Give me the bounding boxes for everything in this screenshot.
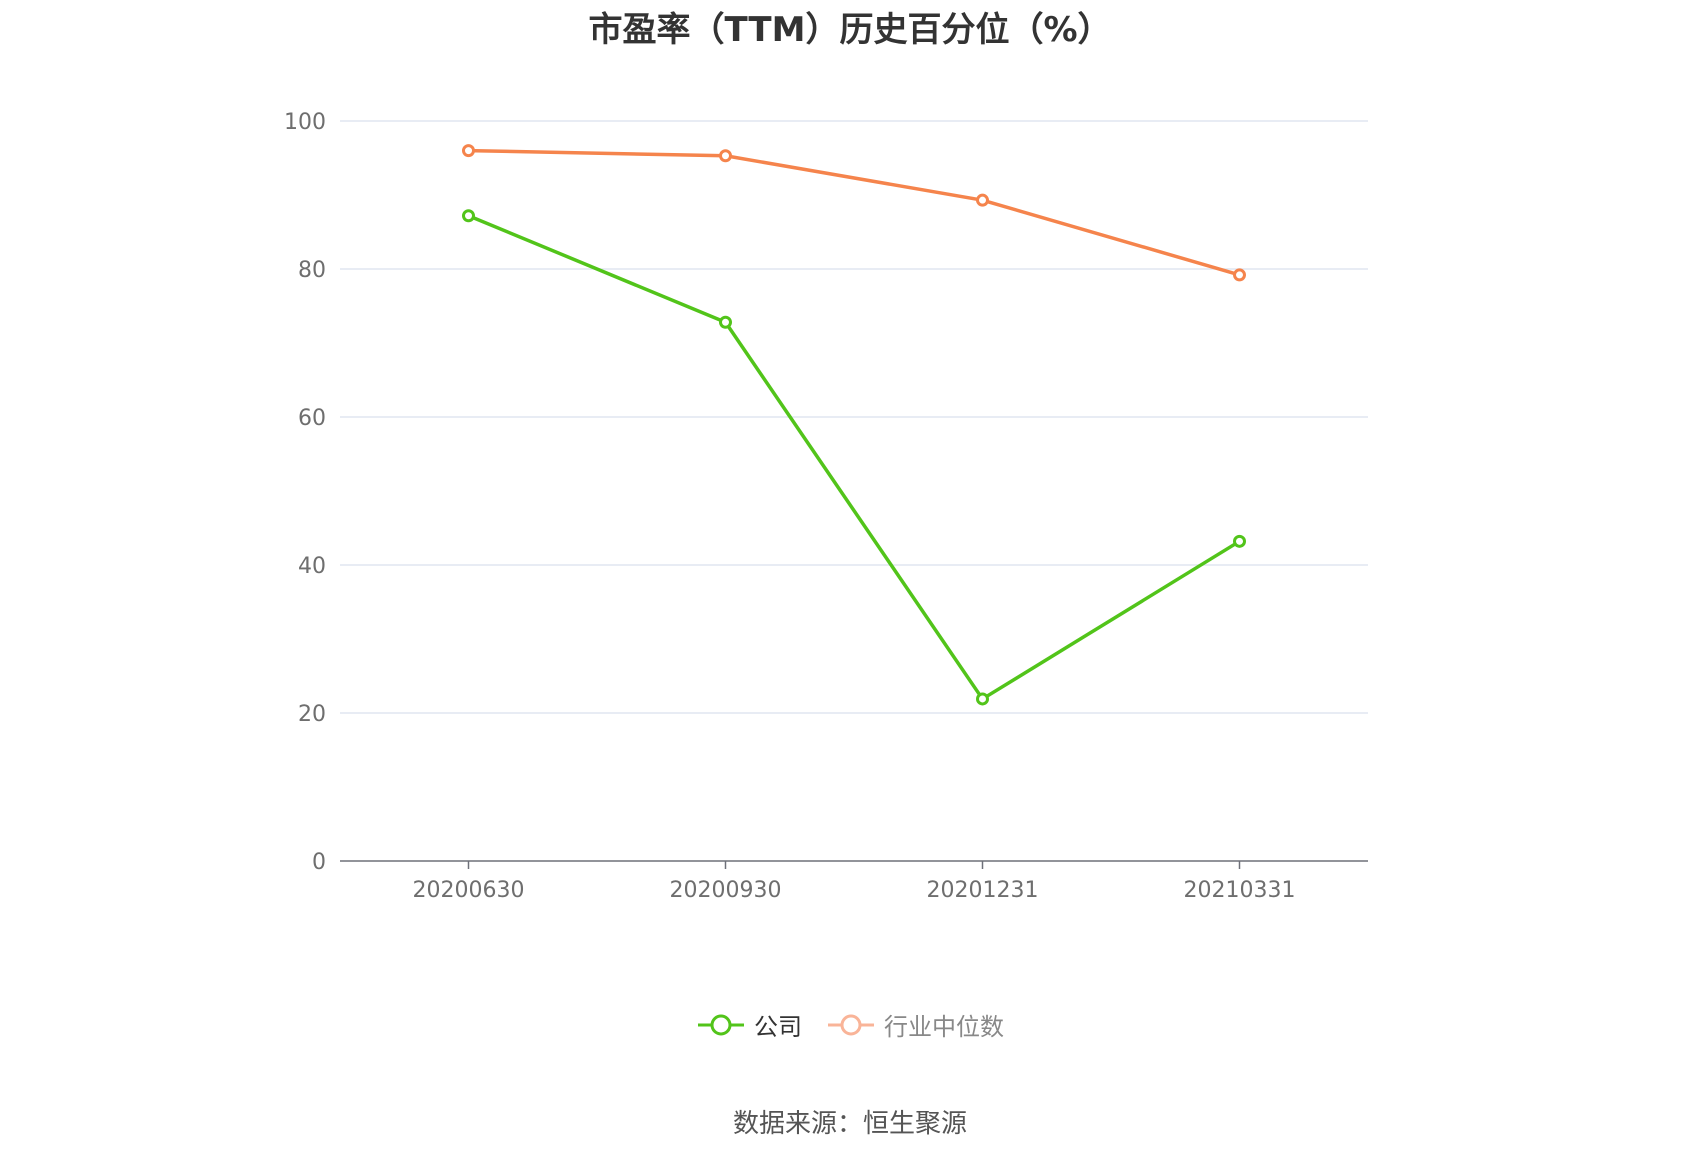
x-tick-label: 20210331 (1184, 878, 1296, 903)
legend-industry-label: 行业中位数 (884, 1013, 1004, 1041)
data-source-note: 数据来源：恒生聚源 (732, 1109, 967, 1139)
y-tick-label: 20 (298, 702, 326, 727)
data-point-company (462, 209, 475, 223)
legend-industry-marker-icon (828, 1014, 874, 1035)
data-point-industry (976, 193, 989, 207)
legend-item-company[interactable]: 公司 (696, 1007, 802, 1042)
y-tick-label: 100 (284, 110, 326, 135)
data-point-industry (1233, 268, 1246, 282)
tick-labels: 0 20 40 60 80 100 20200630 20200930 20201231 2021… (284, 110, 1295, 903)
data-point-company (976, 692, 989, 706)
y-tick-label: 80 (298, 258, 326, 283)
legend-item-industry[interactable]: 行业中位数 (826, 1007, 1004, 1042)
series-line-industry (468, 148, 1240, 277)
legend-company-marker-icon (698, 1014, 744, 1035)
legend-company-label: 公司 (754, 1013, 802, 1041)
data-point-company (719, 315, 732, 329)
legend: 公司 行业中位数 (0, 1007, 1700, 1042)
x-tick-label: 20200930 (670, 878, 782, 903)
series-lines (462, 144, 1246, 706)
series-line-company (467, 214, 1241, 701)
y-tick-label: 60 (298, 406, 326, 431)
y-tick-label: 40 (298, 554, 326, 579)
data-point-company (1233, 534, 1246, 548)
chart-title: 市盈率（TTM）历史百分位（%） (588, 10, 1112, 50)
x-tick-label: 20201231 (927, 878, 1039, 903)
y-tick-label: 0 (312, 850, 326, 875)
data-point-industry (719, 149, 732, 163)
x-tick-label: 20200630 (413, 878, 525, 903)
gridlines (340, 120, 1368, 714)
axes (340, 860, 1368, 869)
data-point-industry (462, 144, 475, 158)
